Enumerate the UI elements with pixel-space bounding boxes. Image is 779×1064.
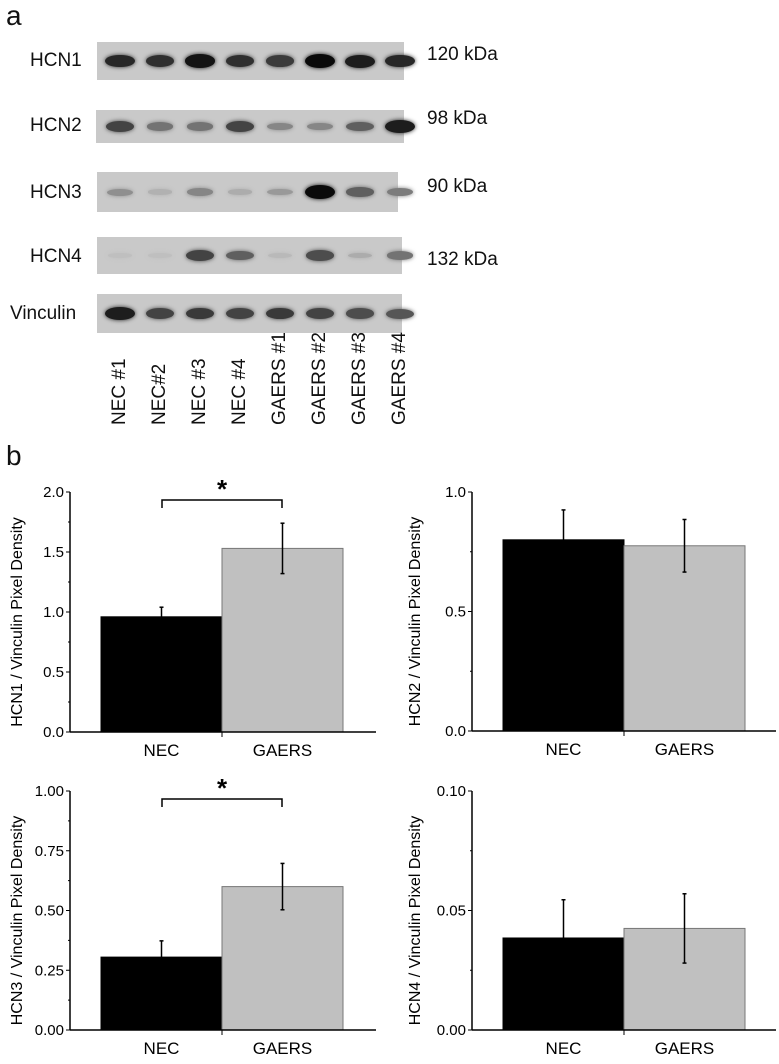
protein-band <box>346 121 374 132</box>
y-tick-label: 0.00 <box>437 1022 466 1039</box>
protein-band <box>346 308 374 319</box>
protein-band <box>347 252 373 259</box>
blot-label-hcn1: HCN1 <box>30 50 82 71</box>
panel-b-label: b <box>6 440 22 471</box>
blot-strip-hcn1 <box>97 42 415 80</box>
x-tick-label: GAERS <box>253 741 313 760</box>
bar-nec <box>100 956 223 1031</box>
y-tick-label: 1.5 <box>43 544 64 561</box>
y-tick-label: 0.50 <box>35 903 64 920</box>
blot-label-vinculin: Vinculin <box>10 303 77 324</box>
protein-band <box>225 55 255 67</box>
protein-band <box>227 189 253 195</box>
blot-strip-hcn2 <box>96 110 415 143</box>
molecular-weight-label: 120 kDa <box>427 44 498 65</box>
protein-band <box>305 54 335 68</box>
x-tick-label: GAERS <box>253 1039 313 1058</box>
protein-band <box>226 250 254 261</box>
protein-band <box>306 250 334 261</box>
y-tick-label: 0.5 <box>43 664 64 681</box>
y-tick-label: 0.75 <box>35 843 64 860</box>
protein-band <box>266 122 294 131</box>
significance-star: * <box>217 474 228 504</box>
y-tick-label: 0.25 <box>35 962 64 979</box>
protein-band <box>107 188 133 196</box>
protein-band <box>345 54 375 68</box>
y-tick-label: 0.05 <box>437 903 466 920</box>
protein-band <box>305 308 335 319</box>
protein-band <box>105 54 135 68</box>
protein-band <box>265 307 295 320</box>
molecular-weight-label: 132 kDa <box>427 249 498 270</box>
y-tick-label: 1.00 <box>35 783 64 800</box>
protein-band <box>105 307 135 320</box>
x-tick-label: GAERS <box>655 740 715 759</box>
bar-nec <box>502 539 625 732</box>
molecular-weight-label: 90 kDa <box>427 176 488 197</box>
protein-band <box>386 188 414 196</box>
y-tick-label: 1.0 <box>43 604 64 621</box>
protein-band <box>225 121 255 132</box>
protein-band <box>306 122 334 131</box>
blot-strip-vinculin <box>97 294 414 333</box>
protein-band <box>186 122 214 131</box>
y-axis-label: HCN1 / Vinculin Pixel Density <box>9 517 26 727</box>
y-tick-label: 0.00 <box>35 1022 64 1039</box>
y-tick-label: 0.0 <box>445 723 466 740</box>
protein-band <box>146 122 174 131</box>
protein-band <box>107 253 133 258</box>
protein-band <box>185 54 215 68</box>
blot-strip-hcn4 <box>97 237 414 274</box>
y-axis-label: HCN2 / Vinculin Pixel Density <box>407 517 424 727</box>
x-tick-label: NEC <box>546 1039 582 1058</box>
protein-band <box>145 55 175 67</box>
x-tick-label: NEC <box>144 1039 180 1058</box>
bar-gaers <box>623 545 746 732</box>
protein-band <box>267 188 293 196</box>
bar-gaers <box>221 547 344 733</box>
protein-band <box>385 54 415 68</box>
blot-strip-hcn3 <box>97 172 414 212</box>
significance-bracket <box>161 499 283 508</box>
x-tick-label: NEC <box>144 741 180 760</box>
significance-star: * <box>217 773 228 803</box>
y-tick-label: 0.5 <box>445 604 466 621</box>
y-tick-label: 1.0 <box>445 484 466 501</box>
bar-nec <box>100 616 223 733</box>
protein-band <box>147 189 173 195</box>
bar-nec <box>502 937 625 1031</box>
protein-band <box>185 307 215 320</box>
protein-band <box>346 187 374 197</box>
blot-label-hcn4: HCN4 <box>30 246 82 267</box>
protein-band <box>186 188 214 196</box>
protein-band <box>385 120 415 133</box>
protein-band <box>225 308 255 319</box>
protein-band <box>185 250 215 261</box>
panel-a-label: a <box>6 0 22 31</box>
significance-bracket <box>161 798 283 807</box>
y-axis-label: HCN4 / Vinculin Pixel Density <box>407 816 424 1026</box>
molecular-weight-label: 98 kDa <box>427 108 488 129</box>
blot-label-hcn3: HCN3 <box>30 182 82 203</box>
protein-band <box>105 121 135 132</box>
y-tick-label: 0.10 <box>437 783 466 800</box>
x-tick-label: GAERS <box>655 1039 715 1058</box>
blot-label-hcn2: HCN2 <box>30 115 82 136</box>
protein-band <box>265 55 295 67</box>
protein-band <box>145 308 175 319</box>
protein-band <box>386 308 414 319</box>
y-tick-label: 2.0 <box>43 484 64 501</box>
protein-band <box>147 253 173 258</box>
y-axis-label: HCN3 / Vinculin Pixel Density <box>9 816 26 1026</box>
protein-band <box>386 251 414 260</box>
x-tick-label: NEC <box>546 740 582 759</box>
protein-band <box>267 253 293 258</box>
y-tick-label: 0.0 <box>43 724 64 741</box>
protein-band <box>305 185 335 199</box>
